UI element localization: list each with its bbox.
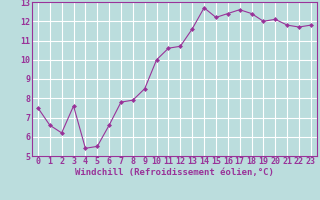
X-axis label: Windchill (Refroidissement éolien,°C): Windchill (Refroidissement éolien,°C) xyxy=(75,168,274,177)
